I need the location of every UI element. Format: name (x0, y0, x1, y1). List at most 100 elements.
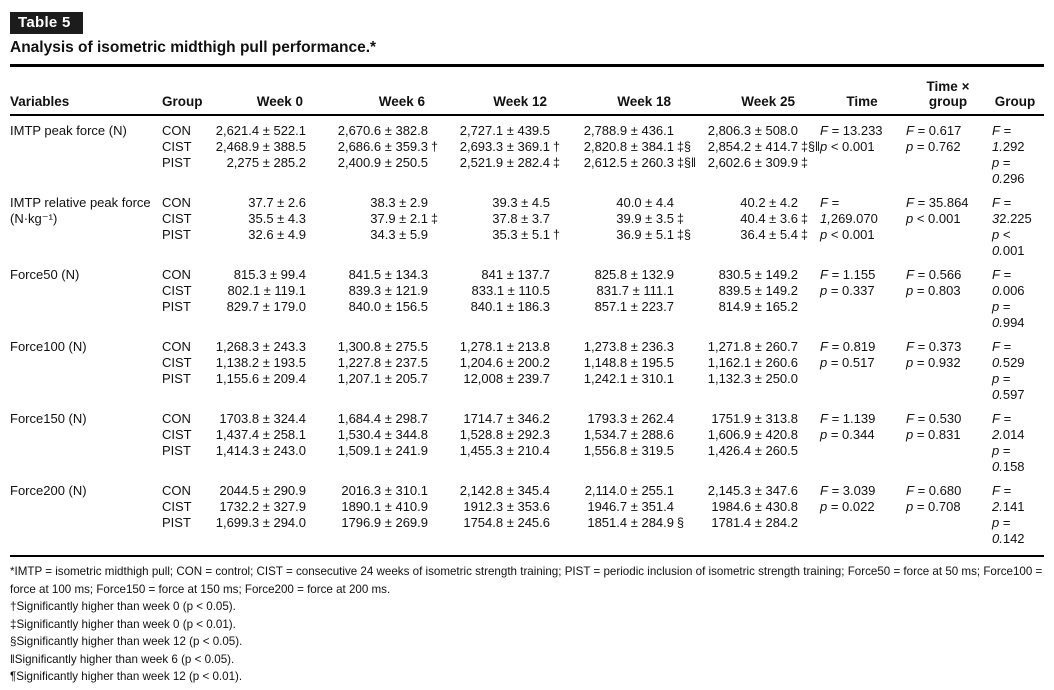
variable-name: Force200 (N) (10, 483, 87, 498)
value: 1890.1 ± 410.9 (341, 499, 428, 514)
group-effect-cell: F = 2.141 p = 0.142 (992, 483, 1038, 547)
stat-line: 0.529 (992, 355, 1025, 370)
significance-marker (674, 483, 694, 499)
stat-line: p < (992, 227, 1011, 242)
stat-line (906, 227, 990, 243)
significance-marker (798, 427, 818, 443)
time-effect-cell: F = 1.155 p = 0.337 (820, 267, 904, 331)
value: 37.8 ± 3.7 (492, 211, 550, 226)
significance-marker (674, 499, 694, 515)
significance-marker (428, 299, 448, 315)
week25-cell: 830.5 ± 149.2 839.5 ± 149.2 814.9 ± 165.… (696, 267, 818, 331)
value: 833.1 ± 110.5 (471, 283, 550, 298)
table-section: Force100 (N) CON CIST PIST 1,268.3 ± 243… (10, 339, 1044, 403)
significance-marker (798, 299, 818, 315)
stat-line: F = (992, 411, 1012, 426)
significance-marker (428, 195, 448, 211)
significance-marker: † (553, 140, 560, 154)
value: 2,602.6 ± 309.9 (707, 155, 798, 170)
value: 2,806.3 ± 508.0 (707, 123, 798, 138)
stat-line (906, 387, 990, 403)
value: 825.8 ± 132.9 (594, 267, 674, 282)
time-effect-cell: F = 1,269.070 p < 0.001 (820, 195, 904, 259)
table-section: IMTP peak force (N) CON CIST PIST 2,621.… (10, 123, 1044, 187)
value: 1,606.9 ± 420.8 (707, 427, 798, 442)
value: 2016.3 ± 310.1 (341, 483, 428, 498)
stat-line (906, 315, 990, 331)
significance-marker: ‡ (677, 212, 684, 226)
value: 1,437.4 ± 258.1 (215, 427, 306, 442)
stat-line: F = (992, 195, 1012, 210)
time-effect-cell: F = 0.819 p = 0.517 (820, 339, 904, 403)
stat-line: p = 0.337 (820, 283, 875, 298)
significance-marker (798, 371, 818, 387)
value: 35.3 ± 5.1 (492, 227, 550, 242)
significance-marker (550, 123, 570, 139)
value: 814.9 ± 165.2 (718, 299, 798, 314)
value: 2,686.6 ± 359.3 (337, 139, 428, 154)
group-label: CIST (162, 283, 192, 298)
week18-cell: 1,273.8 ± 236.3 1,148.8 ± 195.5 1,242.1 … (572, 339, 694, 403)
week12-cell: 2,142.8 ± 345.4 1912.3 ± 353.6 1754.8 ± … (450, 483, 570, 547)
table-section: Force50 (N) CON CIST PIST 815.3 ± 99.4 8… (10, 267, 1044, 331)
stat-line (906, 443, 990, 459)
stat-line: p = 0.831 (906, 427, 961, 442)
variable-name: Force50 (N) (10, 267, 80, 282)
stat-line: 0.158 (992, 459, 1025, 474)
stat-line: p = (992, 371, 1011, 386)
value: 2,820.8 ± 384.1 (583, 139, 674, 154)
value: 1,455.3 ± 210.4 (459, 443, 550, 458)
week0-cell: 37.7 ± 2.6 35.5 ± 4.3 32.6 ± 4.9 (206, 195, 326, 259)
value: 35.5 ± 4.3 (248, 211, 306, 226)
value: 1714.7 ± 346.2 (463, 411, 550, 426)
significance-marker (306, 283, 326, 299)
value: 39.9 ± 3.5 (616, 211, 674, 226)
value: 1,148.8 ± 195.5 (583, 355, 674, 370)
variable-cell: Force150 (N) (10, 411, 160, 475)
table-section: Force200 (N) CON CIST PIST 2044.5 ± 290.… (10, 483, 1044, 547)
value: 1,138.2 ± 193.5 (215, 355, 306, 370)
stat-line: F = 1.139 (820, 411, 876, 426)
value: 1,699.3 ± 294.0 (215, 515, 306, 530)
value: 2,142.8 ± 345.4 (459, 483, 550, 498)
group-label: CON (162, 123, 191, 138)
significance-marker (306, 339, 326, 355)
week18-cell: 40.0 ± 4.4 39.9 ± 3.5 ‡ 36.9 ± 5.1 ‡§ (572, 195, 694, 259)
value: 32.6 ± 4.9 (248, 227, 306, 242)
group-label: CON (162, 339, 191, 354)
week12-cell: 1,278.1 ± 213.8 1,204.6 ± 200.2 12,008 ±… (450, 339, 570, 403)
stat-line: F = 13.233 (820, 123, 883, 138)
variable-name: IMTP peak force (N) (10, 123, 127, 138)
group-effect-cell: F = 0.006 p = 0.994 (992, 267, 1038, 331)
week0-cell: 1,268.3 ± 243.3 1,138.2 ± 193.5 1,155.6 … (206, 339, 326, 403)
table-section: IMTP relative peak force (N·kg⁻¹) CON CI… (10, 195, 1044, 259)
value: 2,727.1 ± 439.5 (459, 123, 550, 138)
footnote-abbreviations: *IMTP = isometric midthigh pull; CON = c… (10, 565, 1043, 596)
significance-marker (306, 443, 326, 459)
significance-marker (428, 283, 448, 299)
significance-marker: ‡ (801, 156, 808, 170)
variable-cell: Force100 (N) (10, 339, 160, 403)
stat-line: F = (992, 339, 1012, 354)
value: 2,788.9 ± 436.1 (583, 123, 674, 138)
stat-line (906, 243, 990, 259)
stat-line (906, 299, 990, 315)
value: 841 ± 137.7 (481, 267, 550, 282)
table-title: Analysis of isometric midthigh pull perf… (10, 39, 1044, 67)
stat-line: F = 35.864 (906, 195, 969, 210)
significance-marker (428, 355, 448, 371)
value: 2,670.6 ± 382.8 (337, 123, 428, 138)
variable-unit (10, 139, 160, 155)
stat-line: 0.001 (992, 243, 1025, 258)
significance-marker (550, 267, 570, 283)
stat-line: 0.296 (992, 171, 1025, 186)
stat-line: p = 0.022 (820, 499, 875, 514)
stat-line: p < 0.001 (906, 211, 961, 226)
group-cell: CON CIST PIST (162, 483, 204, 547)
significance-marker (550, 371, 570, 387)
significance-marker (550, 283, 570, 299)
significance-marker (550, 211, 570, 227)
value: 1,414.3 ± 243.0 (215, 443, 306, 458)
value: 2,521.9 ± 282.4 (459, 155, 550, 170)
footnote-divider (10, 555, 1044, 557)
